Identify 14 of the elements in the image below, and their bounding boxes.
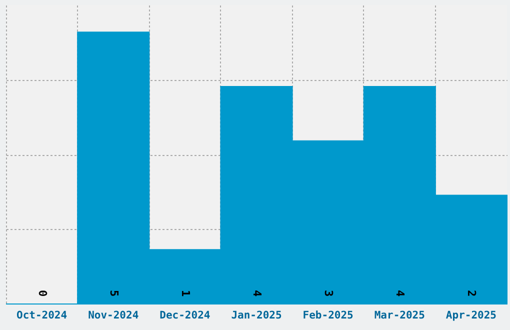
data-label: 0 [36, 290, 49, 297]
data-label: 1 [178, 290, 192, 297]
x-tick-label: Mar-2025 [374, 310, 425, 322]
data-label: 4 [250, 290, 264, 297]
x-tick-label: Oct-2024 [16, 310, 68, 322]
x-tick-label: Apr-2025 [446, 310, 497, 322]
data-label: 5 [107, 290, 120, 297]
data-label: 4 [394, 290, 407, 297]
x-tick-label: Jan-2025 [231, 310, 282, 322]
x-tick-label: Nov-2024 [88, 310, 139, 322]
x-tick-label: Dec-2024 [160, 310, 210, 322]
data-label: 2 [465, 290, 478, 297]
data-label: 3 [322, 290, 336, 297]
x-tick-label: Feb-2025 [302, 310, 354, 322]
